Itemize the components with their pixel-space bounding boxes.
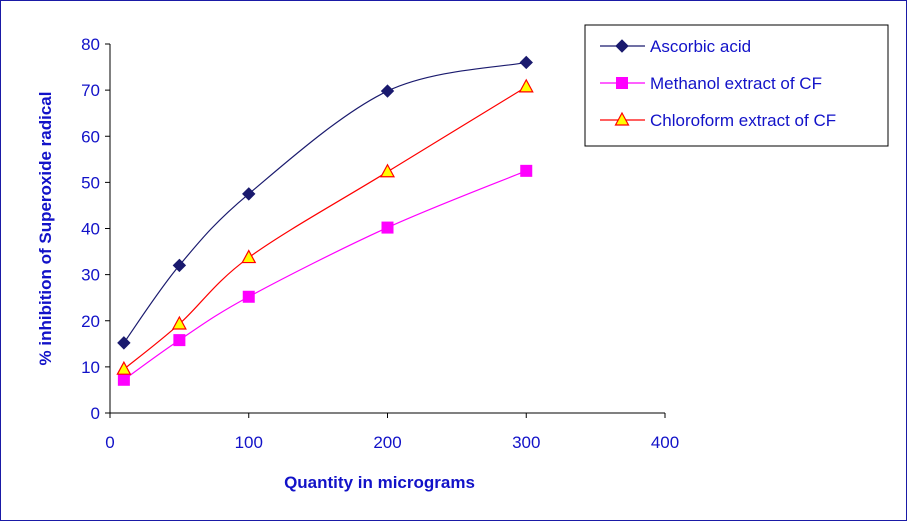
legend-marker — [615, 39, 629, 53]
x-axis-title: Quantity in micrograms — [284, 473, 475, 492]
legend-item: Methanol extract of CF — [600, 74, 822, 93]
series-3 — [116, 78, 534, 375]
y-tick-label: 60 — [81, 127, 100, 146]
y-axis-title: % inhibition of Superoxide radical — [36, 92, 55, 366]
series-line — [123, 170, 527, 381]
data-point — [518, 78, 534, 93]
legend-item: Chloroform extract of CF — [600, 111, 836, 130]
tick-labels: 0 10 20 30 40 50 60 70 80 0 100 200 300 400 — [81, 35, 679, 452]
data-point — [173, 334, 186, 347]
y-tick-label: 0 — [91, 404, 100, 423]
axes — [105, 43, 666, 418]
legend-label: Methanol extract of CF — [650, 74, 822, 93]
series-2 — [117, 164, 533, 386]
y-tick-label: 10 — [81, 358, 100, 377]
x-tick-label: 200 — [373, 433, 401, 452]
data-point — [520, 164, 533, 177]
legend-label: Chloroform extract of CF — [650, 111, 836, 130]
legend-marker — [614, 111, 630, 126]
x-tick-label: 100 — [235, 433, 263, 452]
data-point — [117, 336, 131, 350]
series-1 — [117, 55, 533, 350]
y-tick-label: 50 — [81, 173, 100, 192]
data-point — [380, 84, 395, 98]
legend-box — [584, 24, 889, 147]
x-tick-label: 0 — [105, 433, 114, 452]
data-point — [171, 315, 187, 330]
data-point — [381, 221, 394, 234]
data-point — [379, 163, 396, 178]
data-point — [242, 187, 256, 201]
data-point — [117, 373, 130, 386]
data-point — [172, 258, 187, 273]
y-tick-label: 80 — [81, 35, 100, 54]
y-tick-label: 20 — [81, 312, 100, 331]
data-point — [242, 290, 255, 303]
series-line — [123, 61, 527, 344]
series-line — [123, 86, 527, 370]
x-tick-label: 300 — [512, 433, 540, 452]
legend-marker — [616, 77, 628, 89]
data-point — [241, 249, 257, 264]
y-tick-label: 40 — [81, 220, 100, 239]
legend-item: Ascorbic acid — [600, 37, 751, 56]
legend: Ascorbic acid Methanol extract of CF Chlor… — [584, 24, 889, 147]
y-tick-label: 30 — [81, 266, 100, 285]
data-point — [116, 360, 132, 375]
data-point — [519, 55, 533, 70]
series-layer — [116, 55, 534, 386]
y-tick-label: 70 — [81, 81, 100, 100]
legend-label: Ascorbic acid — [650, 37, 751, 56]
x-tick-label: 400 — [651, 433, 679, 452]
